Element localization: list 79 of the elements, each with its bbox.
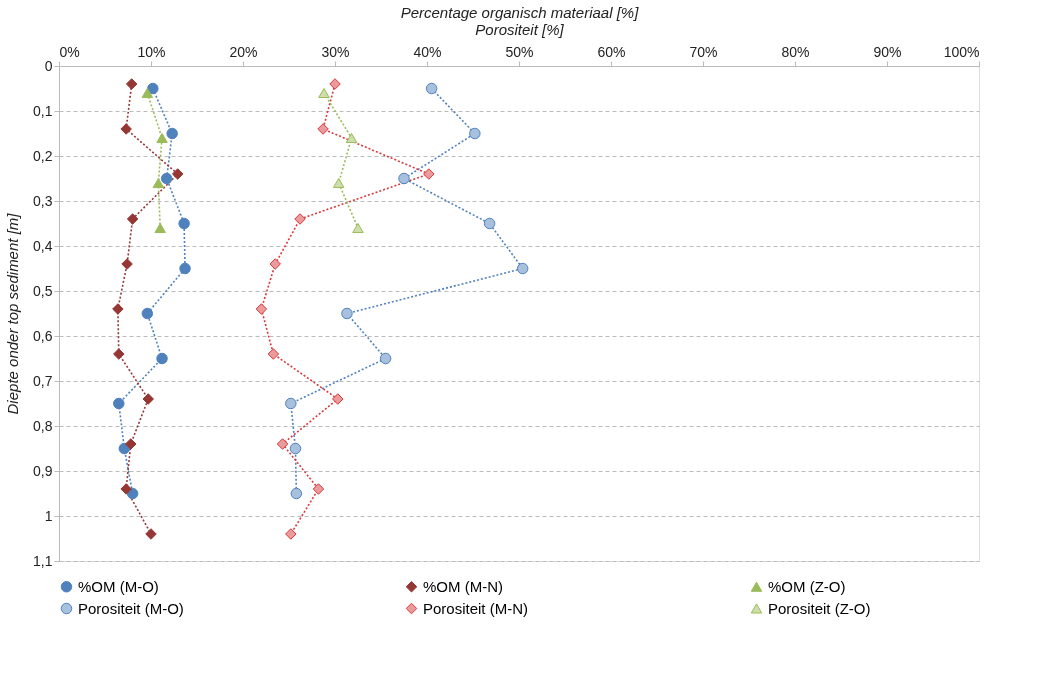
point bbox=[113, 397, 125, 410]
y-tick-label: 1,1 bbox=[33, 552, 53, 569]
point bbox=[267, 348, 280, 360]
legend-label: %OM (M-N) bbox=[423, 577, 503, 595]
y-tick-label: 0,9 bbox=[33, 462, 53, 479]
point bbox=[312, 483, 325, 495]
y-tick-label: 0,5 bbox=[33, 282, 53, 299]
legend-label: Porositeit (Z-O) bbox=[768, 599, 871, 617]
x-tick-label: 90% bbox=[873, 43, 902, 60]
point bbox=[269, 258, 281, 270]
legend-label: %OM (Z-O) bbox=[768, 577, 846, 595]
y-tick-label: 0,7 bbox=[33, 372, 53, 389]
point bbox=[425, 82, 438, 95]
point bbox=[160, 172, 173, 185]
point bbox=[156, 352, 168, 365]
x-tick-label: 0% bbox=[59, 43, 80, 60]
x-tick-label: 70% bbox=[689, 43, 718, 60]
point bbox=[141, 307, 154, 320]
legend-label: Porositeit (M-O) bbox=[78, 599, 184, 617]
y-tick-label: 0,6 bbox=[33, 327, 53, 344]
point bbox=[345, 132, 358, 144]
y-tick-label: 0 bbox=[44, 57, 53, 74]
point bbox=[285, 528, 297, 540]
y-axis-title: Diepte onder top sediment [m] bbox=[4, 212, 22, 415]
point bbox=[120, 483, 132, 495]
point bbox=[121, 258, 133, 270]
x-tick-label: 30% bbox=[321, 43, 350, 60]
point bbox=[255, 303, 268, 315]
x-axis-title: Percentage organisch materiaal [%] Porositeit [%] bbox=[400, 3, 640, 38]
y-tick-label: 0,8 bbox=[33, 417, 53, 434]
point bbox=[142, 393, 154, 405]
x-tick-label: 10% bbox=[137, 43, 166, 60]
point bbox=[332, 177, 345, 189]
point bbox=[516, 262, 529, 275]
point bbox=[317, 123, 329, 135]
point bbox=[120, 123, 132, 135]
point bbox=[179, 262, 191, 275]
point bbox=[329, 78, 341, 90]
x-tick-label: 40% bbox=[413, 43, 442, 60]
point bbox=[285, 397, 297, 410]
point bbox=[141, 87, 154, 99]
point bbox=[289, 442, 302, 455]
x-tick-label: 80% bbox=[781, 43, 810, 60]
point bbox=[145, 528, 157, 540]
point bbox=[125, 438, 137, 450]
y-tick-label: 0,4 bbox=[33, 237, 53, 254]
x-tick-label: 60% bbox=[597, 43, 626, 60]
point bbox=[126, 213, 139, 225]
point bbox=[352, 222, 364, 234]
point bbox=[483, 217, 496, 230]
point bbox=[290, 487, 303, 500]
point bbox=[341, 307, 353, 320]
point bbox=[423, 168, 435, 180]
point bbox=[379, 352, 392, 365]
point bbox=[152, 177, 165, 189]
x-tick-label: 20% bbox=[229, 43, 258, 60]
point bbox=[113, 348, 125, 360]
y-tick-label: 0,1 bbox=[33, 102, 53, 119]
point bbox=[125, 78, 138, 90]
x-tick-label: 100% bbox=[943, 43, 980, 60]
point bbox=[154, 222, 166, 234]
point bbox=[156, 132, 168, 144]
x-tick-label: 50% bbox=[505, 43, 534, 60]
legend-label: %OM (M-O) bbox=[78, 577, 159, 595]
point bbox=[276, 438, 289, 450]
point bbox=[147, 82, 159, 95]
y-tick-label: 1 bbox=[44, 507, 53, 524]
legend-label: Porositeit (M-N) bbox=[423, 599, 529, 617]
point bbox=[318, 87, 330, 99]
point bbox=[178, 217, 190, 230]
y-tick-label: 0,3 bbox=[33, 192, 53, 209]
point bbox=[166, 127, 178, 140]
y-tick-label: 0,2 bbox=[33, 147, 53, 164]
point bbox=[112, 303, 124, 315]
point bbox=[171, 168, 184, 180]
point bbox=[398, 172, 410, 185]
point bbox=[332, 393, 344, 405]
point bbox=[469, 127, 481, 140]
point bbox=[294, 213, 306, 225]
